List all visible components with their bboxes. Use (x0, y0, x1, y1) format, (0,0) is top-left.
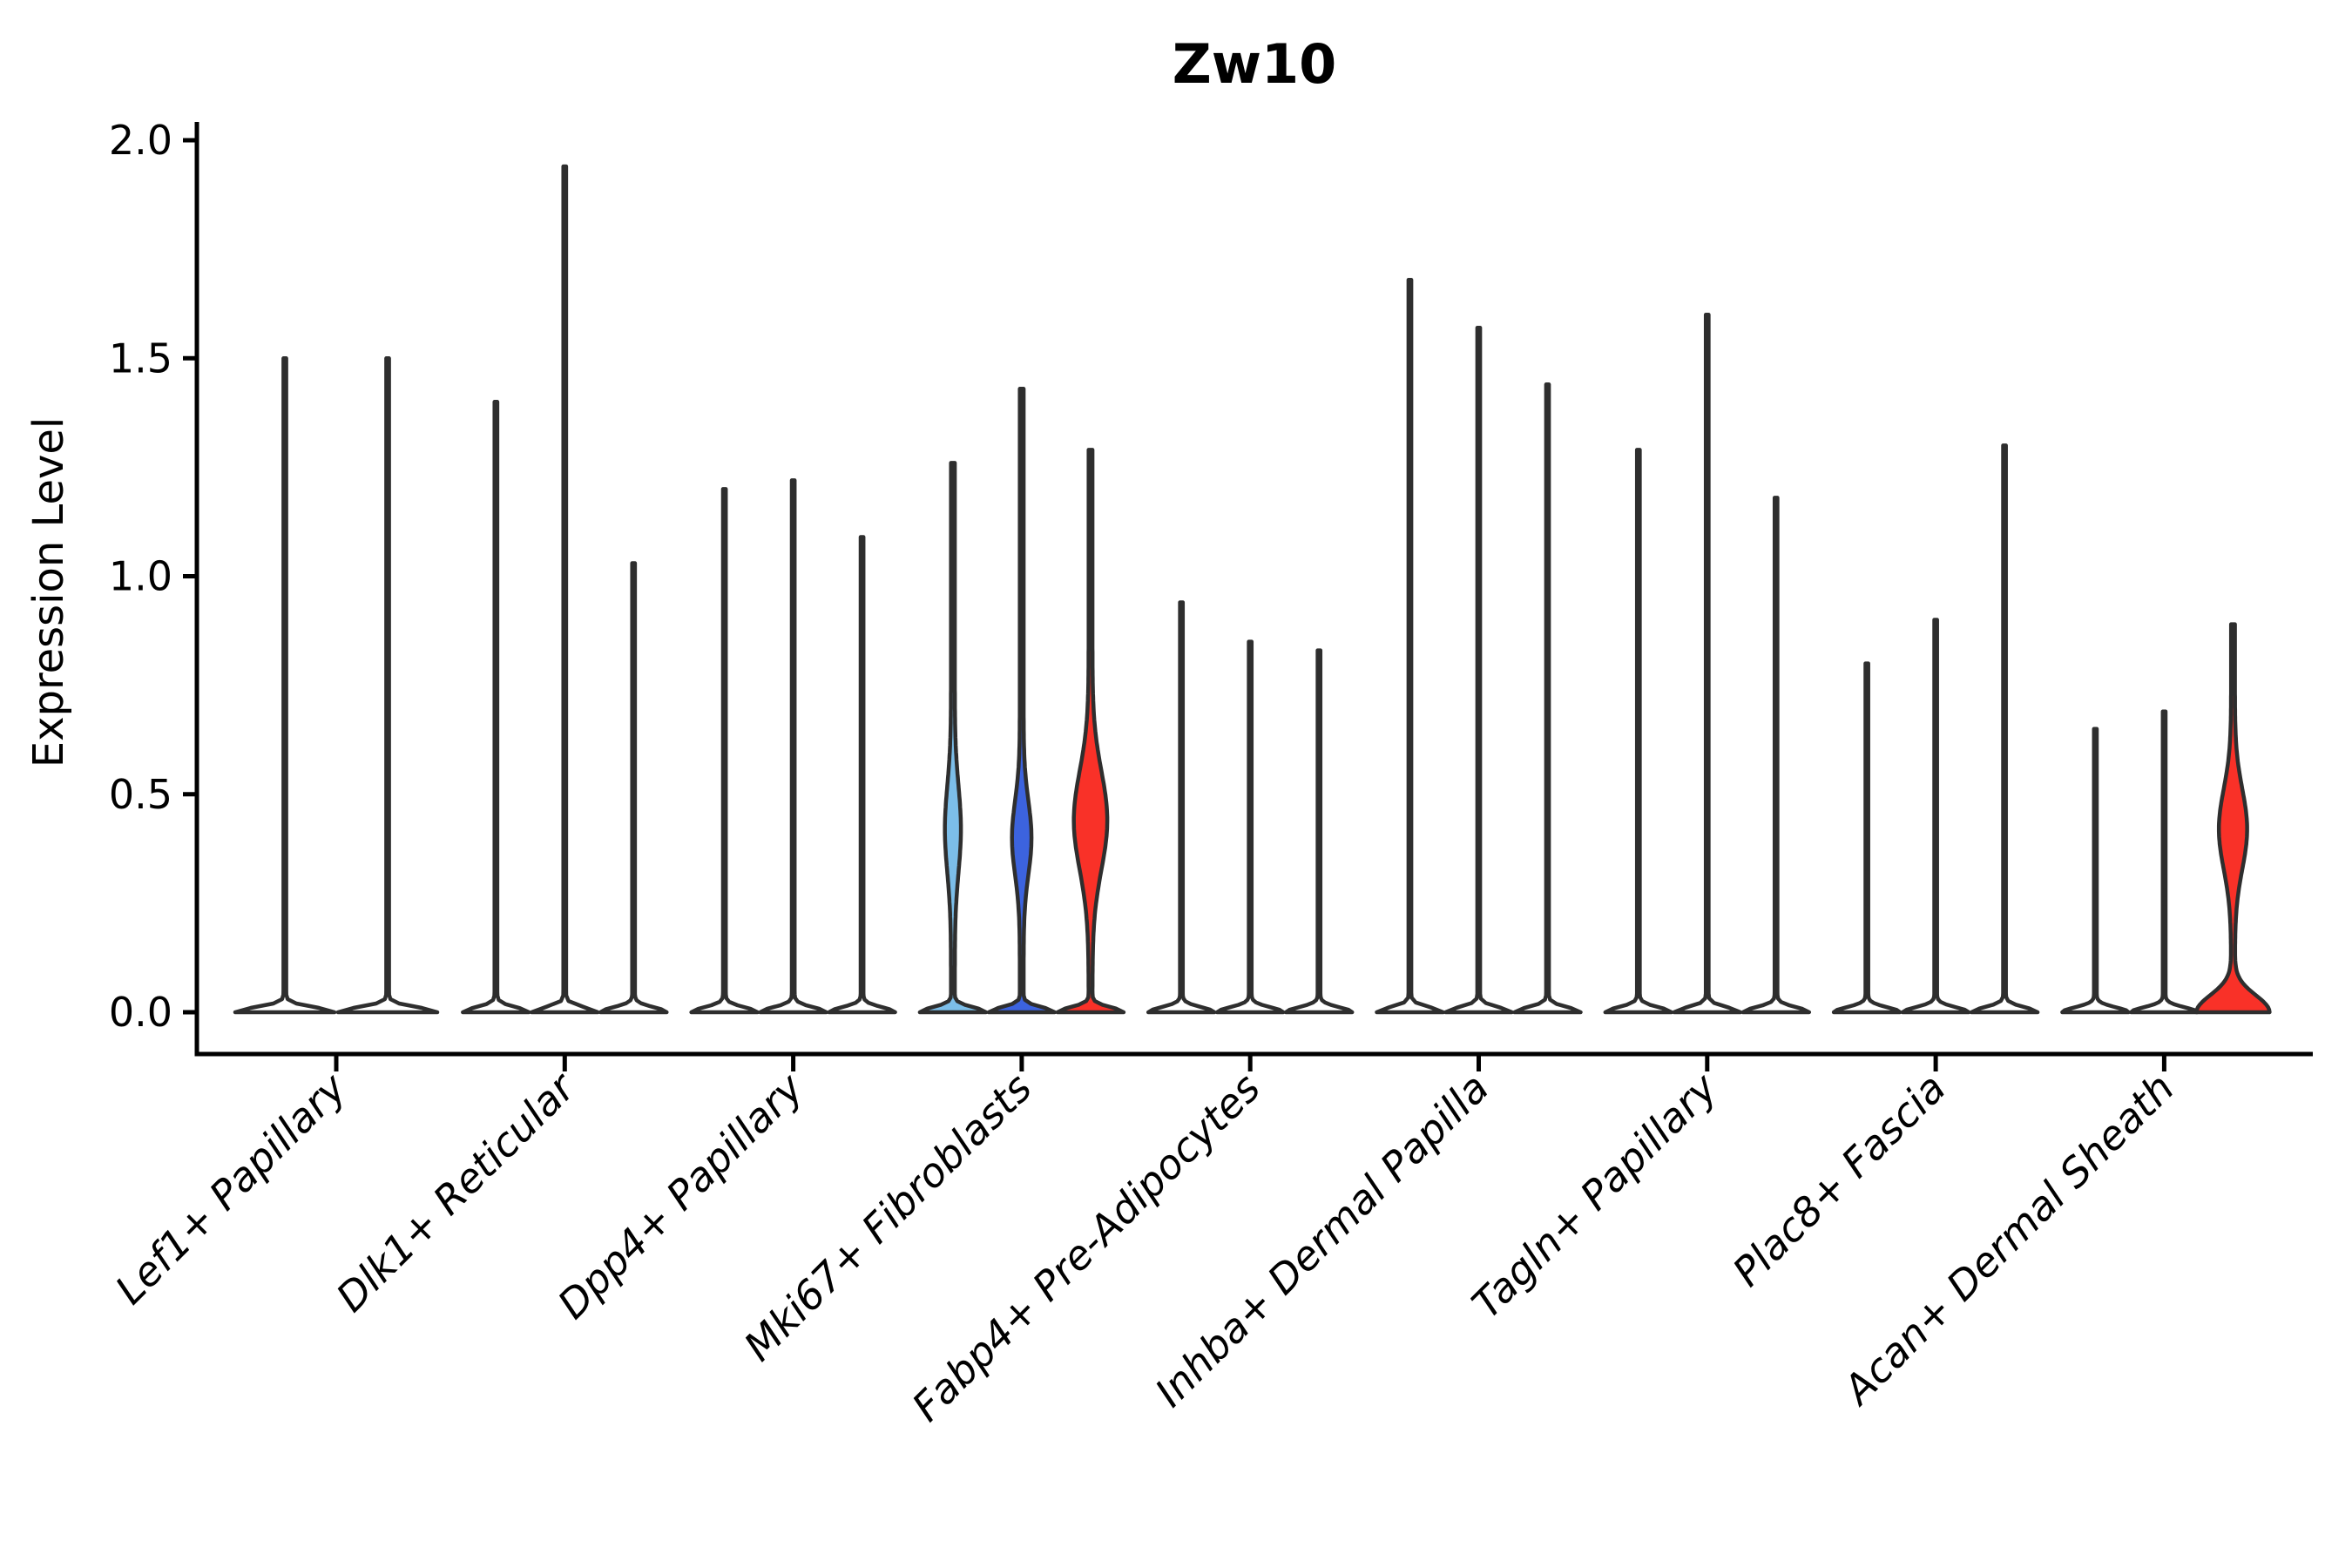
violin-spike (1900, 618, 1971, 1015)
violin-spike (1214, 639, 1286, 1015)
violin-spike (233, 356, 337, 1015)
cell-point (1864, 900, 1870, 906)
x-axis-label: Tagln+ Papillary (1463, 1064, 1727, 1328)
violin-group-6 (1375, 277, 1583, 1015)
cell-point (2092, 791, 2099, 797)
violin-group-3 (689, 478, 897, 1015)
cell-point (1864, 800, 1870, 806)
violin-group-1 (233, 356, 440, 1015)
violin-spike (1512, 382, 1583, 1015)
violin-shape (2194, 622, 2272, 1015)
violin-spike (1672, 312, 1743, 1015)
x-axis-label: Dpp4+ Papillary (549, 1064, 813, 1328)
violin-spike (689, 487, 760, 1015)
cell-point (1933, 887, 1939, 893)
violin-group-8 (1831, 443, 2040, 1015)
violin-spike (1969, 443, 2040, 1015)
y-tick-label: 0.5 (109, 771, 172, 818)
violin-spike (598, 561, 669, 1015)
violin-spike (1740, 496, 1812, 1015)
y-tick-label: 1.0 (109, 553, 172, 600)
violin-spike (1603, 448, 1674, 1015)
violin-spike (758, 478, 828, 1015)
cell-point (2092, 817, 2099, 823)
chart-title: Zw10 (1173, 32, 1337, 96)
cell-point (2161, 882, 2167, 889)
violin-shape (917, 461, 989, 1015)
violin-group-9 (2060, 622, 2272, 1015)
y-tick-label: 1.5 (109, 335, 172, 382)
cell-point (1864, 865, 1870, 871)
cell-point (1933, 817, 1939, 823)
cell-point (2092, 839, 2099, 845)
violin-shape (986, 387, 1058, 1015)
violin-shape (1055, 448, 1126, 1015)
violin-spike (461, 400, 531, 1015)
cell-point (1933, 835, 1939, 841)
cell-point (1864, 835, 1870, 841)
y-tick-label: 2.0 (109, 117, 172, 164)
violin-spike (335, 356, 440, 1015)
cell-point (2161, 808, 2167, 814)
cell-point (2092, 887, 2099, 893)
violin-group-7 (1603, 312, 1812, 1015)
cell-point (2161, 900, 2167, 906)
violin-spike (1283, 648, 1355, 1015)
violin-group-2 (461, 164, 669, 1015)
cell-point (2161, 891, 2167, 897)
violin-spike (2060, 727, 2131, 1015)
y-tick-label: 0.0 (109, 989, 172, 1036)
x-axis-label: Plac8+ Fascia (1723, 1064, 1954, 1295)
cell-point (2161, 795, 2167, 801)
violin-spike (827, 535, 897, 1015)
cell-point (2092, 752, 2099, 758)
violin-spike (2129, 709, 2200, 1015)
y-axis-title: Expression Level (24, 417, 73, 768)
cell-point (1933, 782, 1939, 788)
x-axis-label: Lef1+ Papillary (106, 1064, 355, 1313)
violin-spike (530, 164, 600, 1015)
x-axis-label: Dlk1+ Reticular (327, 1062, 585, 1321)
violin-spike (1375, 277, 1445, 1015)
violin-spike (1146, 600, 1217, 1015)
violin-group-5 (1146, 600, 1355, 1015)
violin-group-4 (917, 387, 1126, 1015)
violin-spike (1443, 325, 1514, 1015)
cell-point (2092, 774, 2099, 780)
